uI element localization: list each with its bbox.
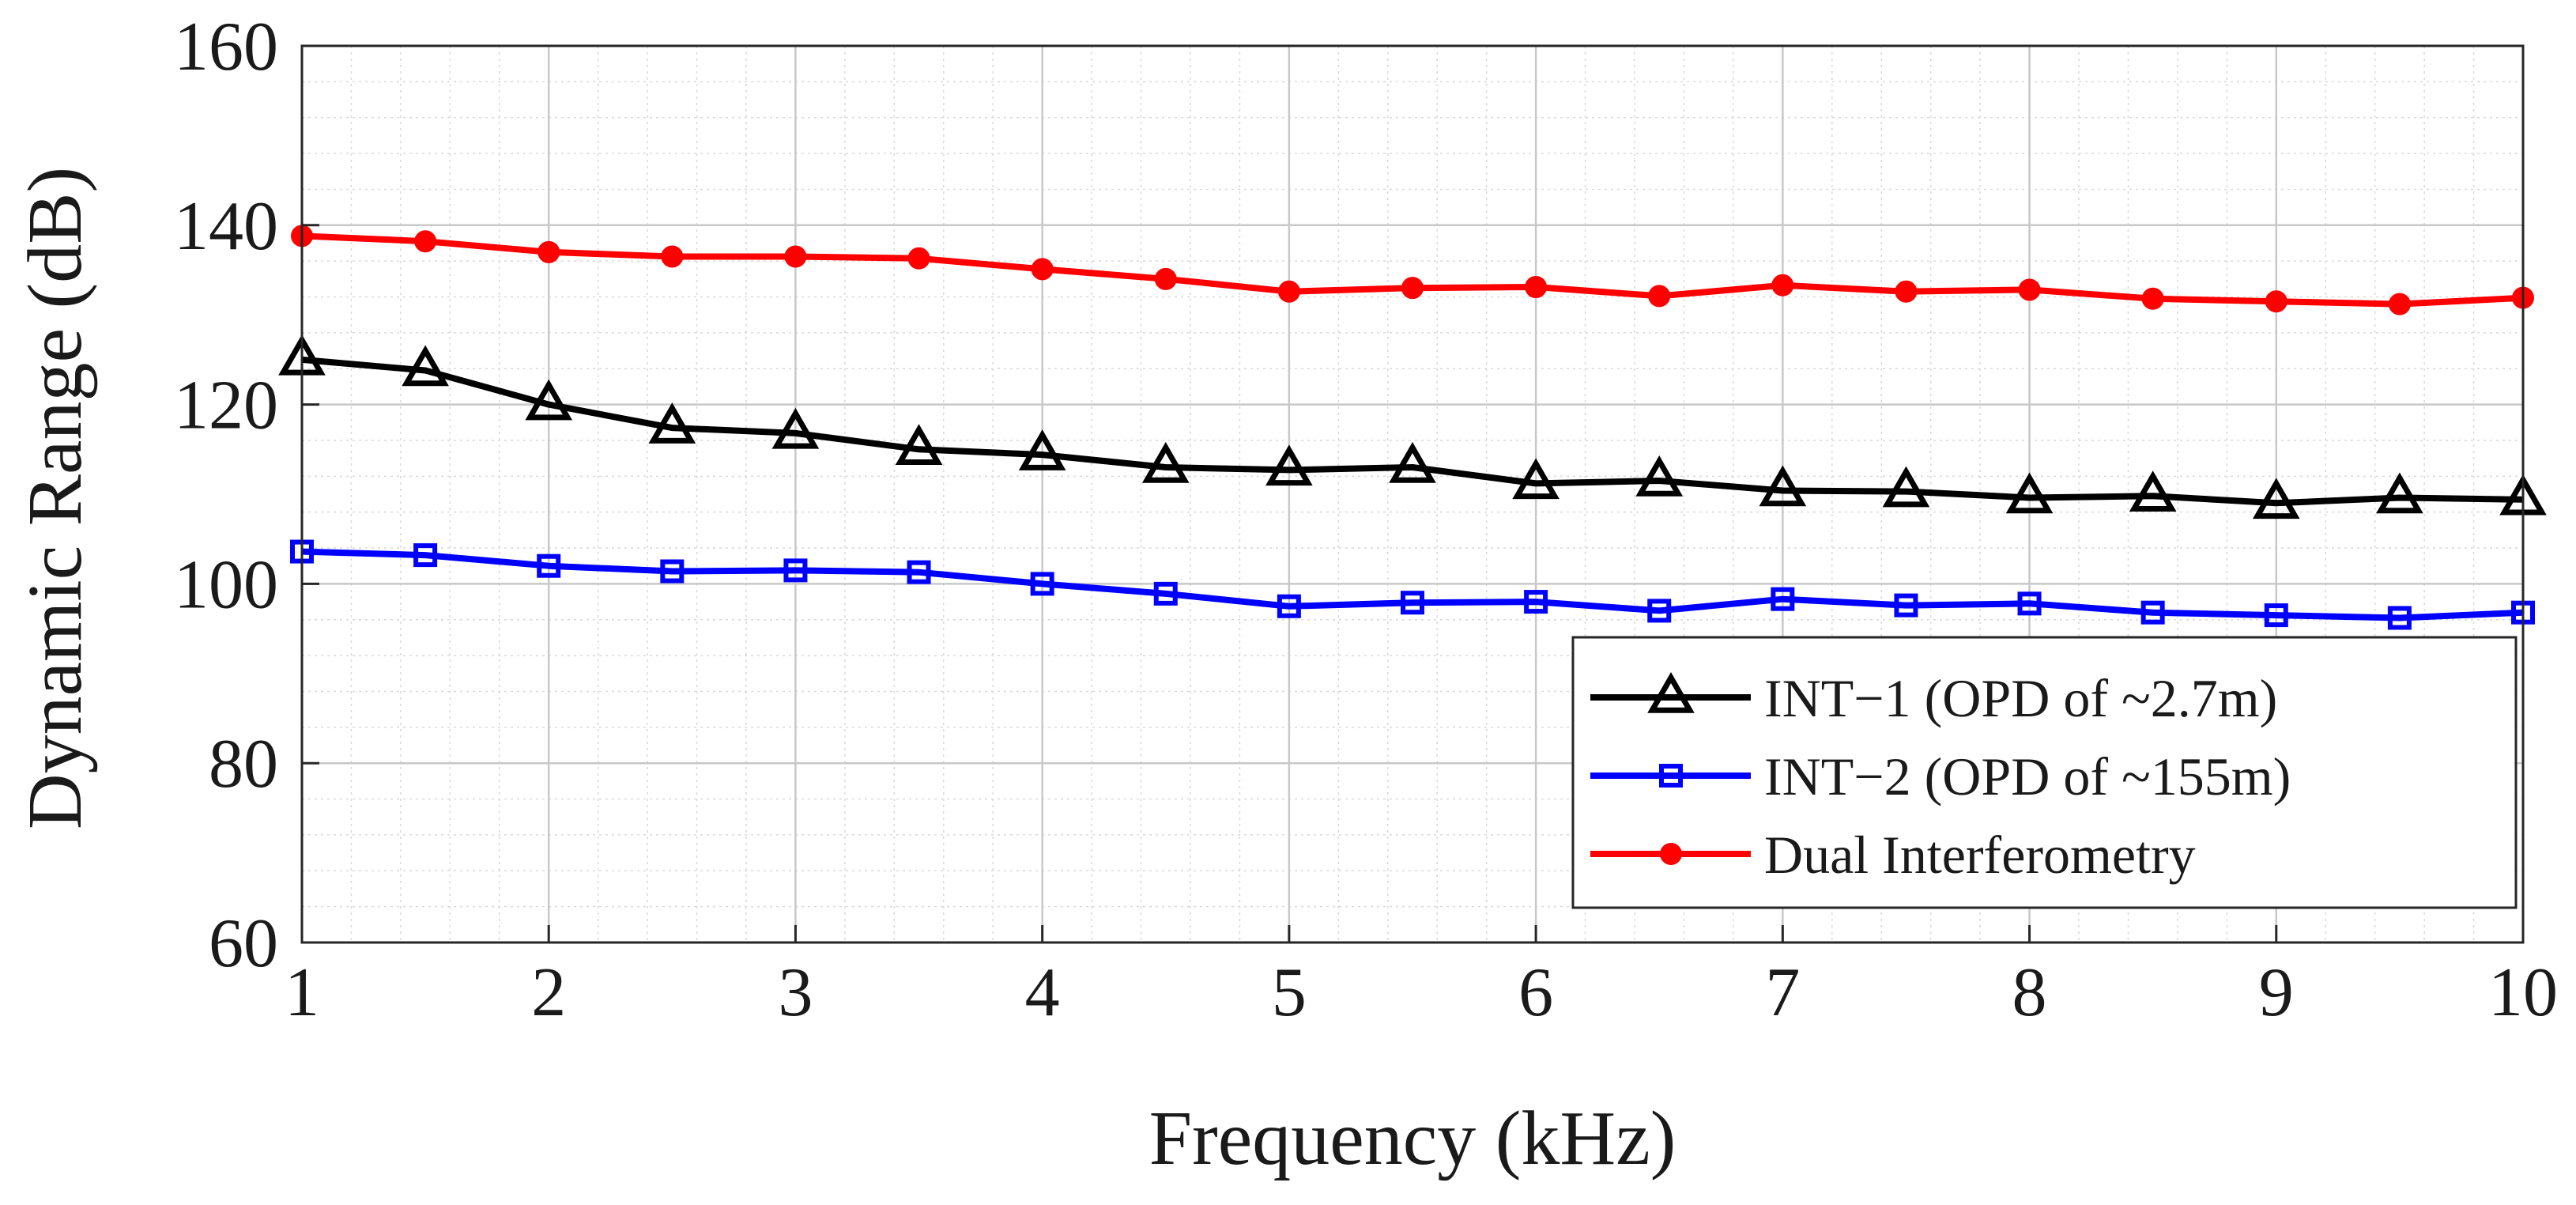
data-point-square	[1030, 572, 1054, 596]
data-point-circle	[1771, 274, 1794, 297]
data-point-circle	[2141, 287, 2164, 310]
data-point-circle	[1660, 843, 1682, 865]
data-point-triangle	[1512, 458, 1560, 500]
legend-label: INT−2 (OPD of ~155m)	[1764, 746, 2291, 806]
data-point-circle	[907, 247, 930, 270]
data-point-triangle	[1141, 441, 1190, 483]
x-tick-label: 2	[531, 954, 566, 1031]
legend-label: Dual Interferometry	[1764, 825, 2196, 885]
x-tick-label: 6	[1518, 954, 1553, 1031]
data-point-triangle	[1265, 444, 1313, 486]
y-tick-label: 100	[174, 546, 278, 623]
y-tick-label: 120	[174, 368, 278, 444]
x-tick-label: 3	[778, 954, 813, 1031]
data-point-square	[2140, 600, 2165, 625]
data-point-square	[1524, 590, 1548, 614]
data-point-triangle	[771, 407, 820, 449]
data-point-square	[1771, 587, 1795, 611]
data-point-triangle	[2252, 478, 2300, 519]
data-point-square	[660, 559, 685, 584]
x-tick-label: 7	[1765, 954, 1800, 1031]
y-tick-label: 80	[209, 726, 278, 803]
data-point-square	[2017, 591, 2042, 616]
data-point-circle	[1648, 285, 1671, 308]
series-layer	[278, 225, 2547, 630]
x-tick-label: 5	[1272, 954, 1307, 1031]
series-line	[301, 548, 2524, 621]
data-point-circle	[2018, 278, 2041, 301]
data-point-triangle	[648, 402, 696, 444]
data-point-triangle	[1882, 466, 1930, 508]
legend-label: INT−1 (OPD of ~2.7m)	[1764, 668, 2277, 728]
data-point-triangle	[1759, 465, 1807, 507]
y-tick-label: 160	[174, 9, 278, 85]
data-point-triangle	[525, 379, 573, 421]
data-point-circle	[2388, 293, 2411, 315]
legend: INT−1 (OPD of ~2.7m) INT−2 (OPD of ~155m)…	[1571, 636, 2518, 909]
data-point-circle	[1525, 276, 1548, 299]
data-point-square	[1894, 593, 1918, 618]
data-point-circle	[1154, 267, 1177, 290]
y-tick-label: 140	[174, 188, 278, 265]
x-tick-label: 8	[2012, 954, 2047, 1031]
legend-entry: Dual Interferometry	[1590, 825, 2196, 885]
data-point-square	[537, 553, 561, 578]
data-point-triangle	[402, 345, 449, 387]
data-point-triangle	[895, 424, 943, 466]
data-point-triangle	[1389, 441, 1436, 483]
legend-entry: INT−2 (OPD of ~155m)	[1590, 746, 2291, 806]
series-line	[301, 356, 2524, 507]
data-point-square	[413, 543, 438, 568]
legend-entries: INT−1 (OPD of ~2.7m) INT−2 (OPD of ~155m)…	[1590, 668, 2291, 885]
data-point-circle	[661, 245, 684, 268]
y-tick-label: 60	[209, 905, 278, 982]
data-point-circle	[1031, 258, 1054, 281]
data-point-circle	[1895, 280, 1918, 303]
data-point-circle	[537, 240, 560, 263]
data-point-triangle	[2129, 470, 2177, 512]
x-tick-label: 10	[2488, 954, 2558, 1031]
data-point-triangle	[1647, 671, 1695, 713]
y-axis-ticks: 60 80 100 120 140 160	[174, 9, 319, 982]
data-point-circle	[414, 230, 437, 253]
data-point-circle	[2265, 290, 2287, 313]
data-point-triangle	[2005, 472, 2054, 514]
x-tick-label: 4	[1025, 954, 1060, 1031]
data-point-square	[2387, 606, 2412, 630]
x-tick-label: 1	[285, 954, 319, 1031]
data-point-square	[907, 560, 931, 584]
data-point-triangle	[2376, 472, 2423, 514]
x-tick-label: 9	[2259, 954, 2294, 1031]
data-point-circle	[1401, 277, 1424, 300]
series-circle-2	[291, 225, 2534, 315]
data-point-square	[783, 558, 808, 583]
data-point-circle	[1277, 280, 1300, 303]
data-point-triangle	[1635, 455, 1684, 497]
data-point-square	[1277, 594, 1301, 618]
y-axis-label: Dynamic Range (dB)	[13, 167, 98, 829]
legend-entry: INT−1 (OPD of ~2.7m)	[1590, 668, 2277, 728]
data-point-square	[1153, 581, 1178, 606]
x-axis-ticks: 1 2 3 4 5 6 7 8 9 10	[285, 925, 2558, 1031]
data-point-square	[1401, 591, 1424, 615]
data-point-triangle	[1018, 429, 1066, 470]
data-point-square	[2264, 603, 2288, 628]
data-point-circle	[784, 245, 807, 268]
series-triangle-0	[278, 334, 2547, 519]
data-point-square	[1659, 764, 1683, 788]
data-point-square	[1647, 599, 1672, 623]
plot-area-frame	[300, 44, 2525, 944]
x-axis-label: Frequency (kHz)	[1149, 1096, 1676, 1181]
